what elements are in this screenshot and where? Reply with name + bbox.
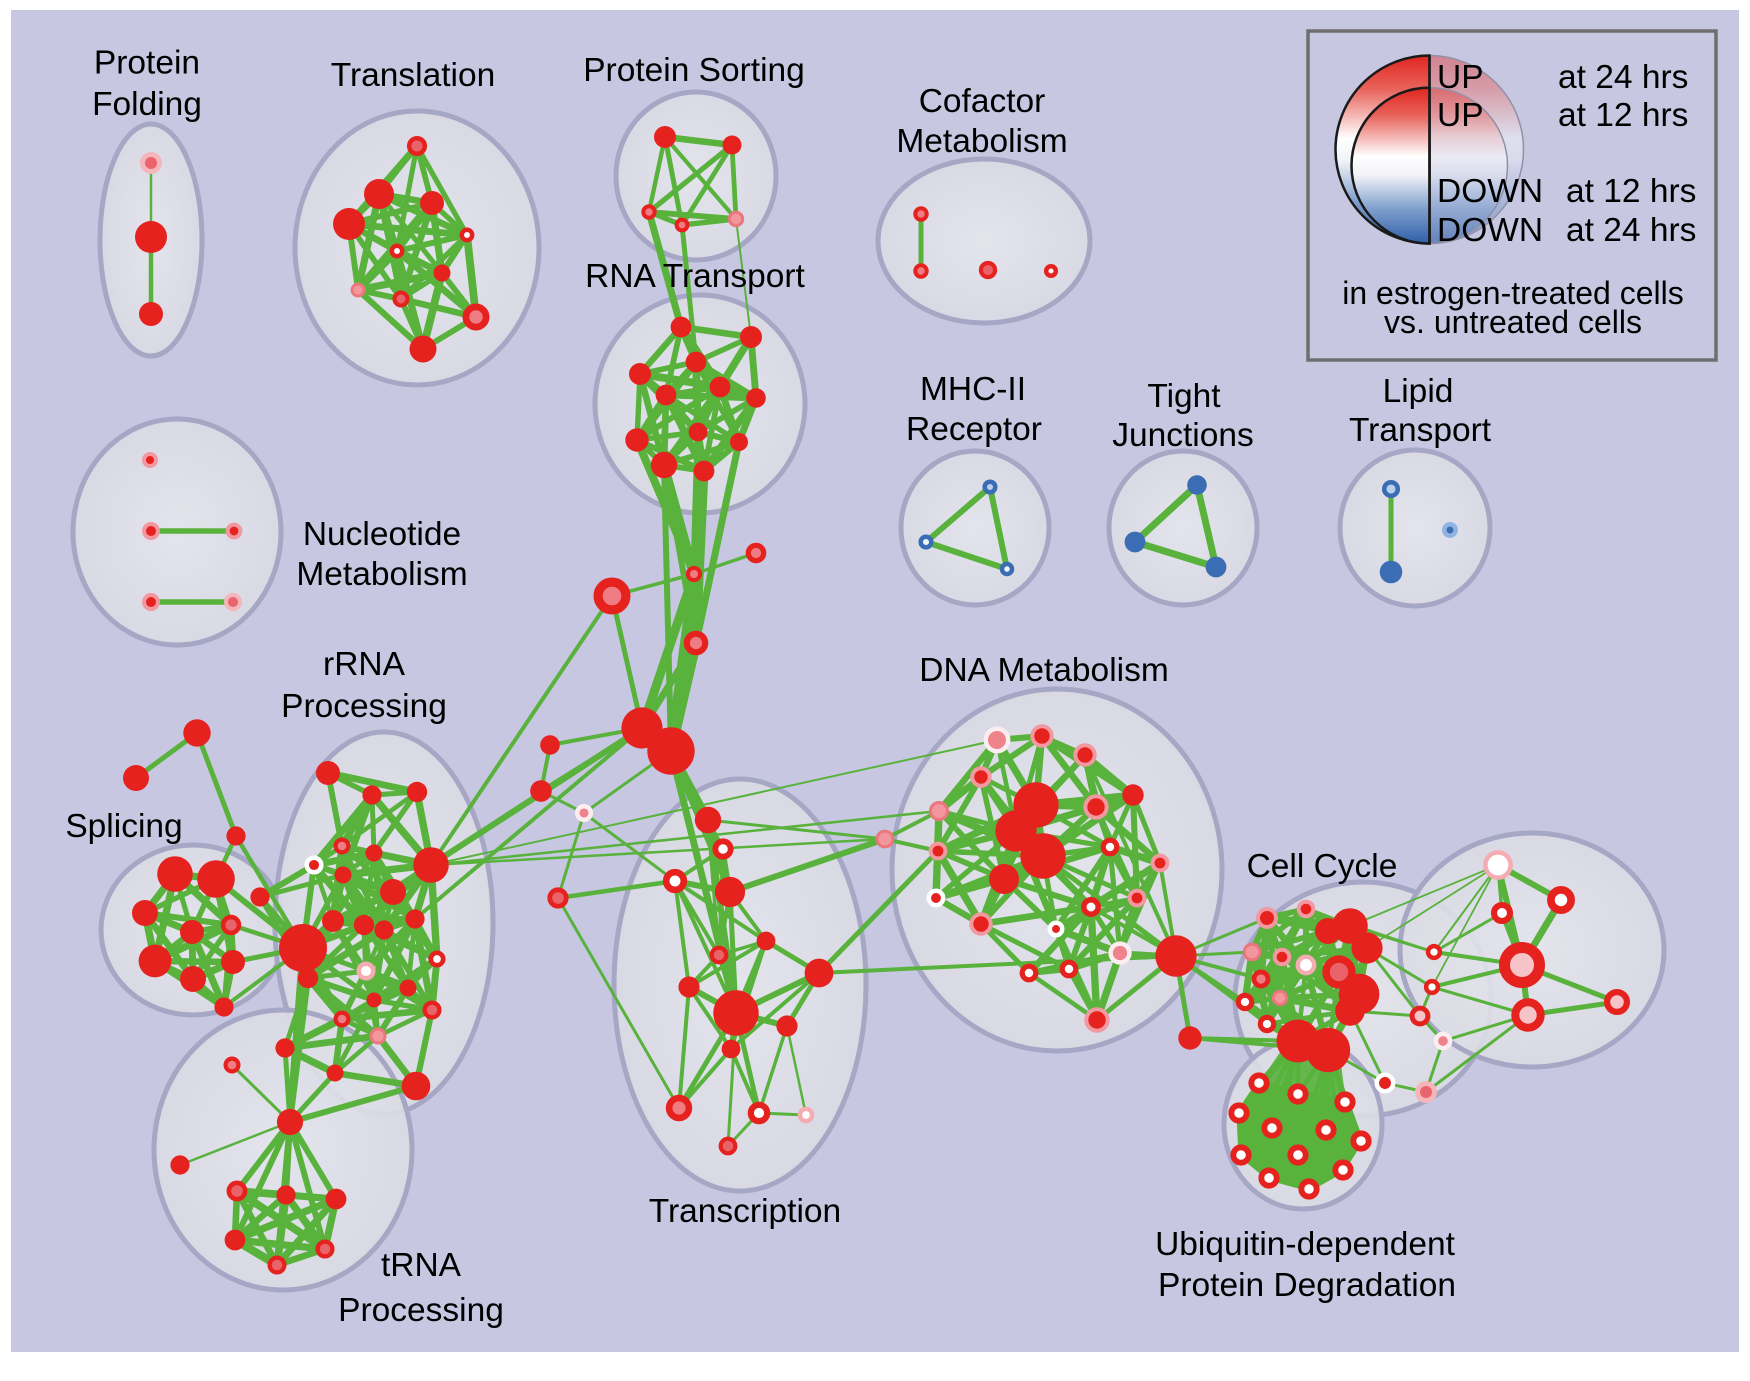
svg-text:Metabolism: Metabolism — [896, 123, 1067, 160]
svg-text:MHC-II: MHC-II — [920, 371, 1026, 408]
svg-text:Cofactor: Cofactor — [919, 83, 1046, 120]
svg-text:at 24 hrs: at 24 hrs — [1566, 212, 1696, 249]
svg-text:UP: UP — [1437, 59, 1484, 96]
svg-text:vs. untreated cells: vs. untreated cells — [1384, 304, 1642, 340]
svg-text:DNA Metabolism: DNA Metabolism — [919, 652, 1168, 689]
svg-text:Junctions: Junctions — [1112, 417, 1254, 454]
svg-text:Protein: Protein — [94, 45, 200, 82]
svg-text:Tight: Tight — [1147, 378, 1221, 415]
svg-text:Translation: Translation — [331, 57, 495, 94]
svg-text:DOWN: DOWN — [1437, 212, 1543, 249]
svg-text:at 12 hrs: at 12 hrs — [1558, 97, 1688, 134]
svg-text:Protein Sorting: Protein Sorting — [583, 52, 805, 89]
svg-text:in estrogen-treated cells: in estrogen-treated cells — [1342, 275, 1684, 311]
svg-text:Metabolism: Metabolism — [296, 556, 467, 593]
svg-text:DOWN: DOWN — [1437, 173, 1543, 210]
svg-text:Splicing: Splicing — [65, 808, 182, 845]
svg-text:tRNA: tRNA — [381, 1247, 462, 1284]
svg-text:rRNA: rRNA — [323, 646, 406, 683]
svg-text:Processing: Processing — [338, 1292, 504, 1329]
svg-text:Folding: Folding — [92, 86, 202, 123]
svg-text:at 12 hrs: at 12 hrs — [1566, 173, 1696, 210]
svg-text:Transport: Transport — [1349, 412, 1492, 449]
svg-text:Protein Degradation: Protein Degradation — [1158, 1267, 1456, 1304]
svg-text:Transcription: Transcription — [649, 1193, 841, 1230]
svg-text:Cell Cycle: Cell Cycle — [1247, 848, 1398, 885]
svg-text:Ubiquitin-dependent: Ubiquitin-dependent — [1155, 1226, 1456, 1263]
svg-text:Lipid: Lipid — [1383, 373, 1454, 410]
svg-text:at 24 hrs: at 24 hrs — [1558, 59, 1688, 96]
svg-text:Receptor: Receptor — [906, 411, 1042, 448]
svg-text:RNA Transport: RNA Transport — [585, 258, 805, 295]
svg-text:Nucleotide: Nucleotide — [303, 516, 461, 553]
svg-text:Processing: Processing — [281, 688, 447, 725]
svg-text:UP: UP — [1437, 97, 1484, 134]
